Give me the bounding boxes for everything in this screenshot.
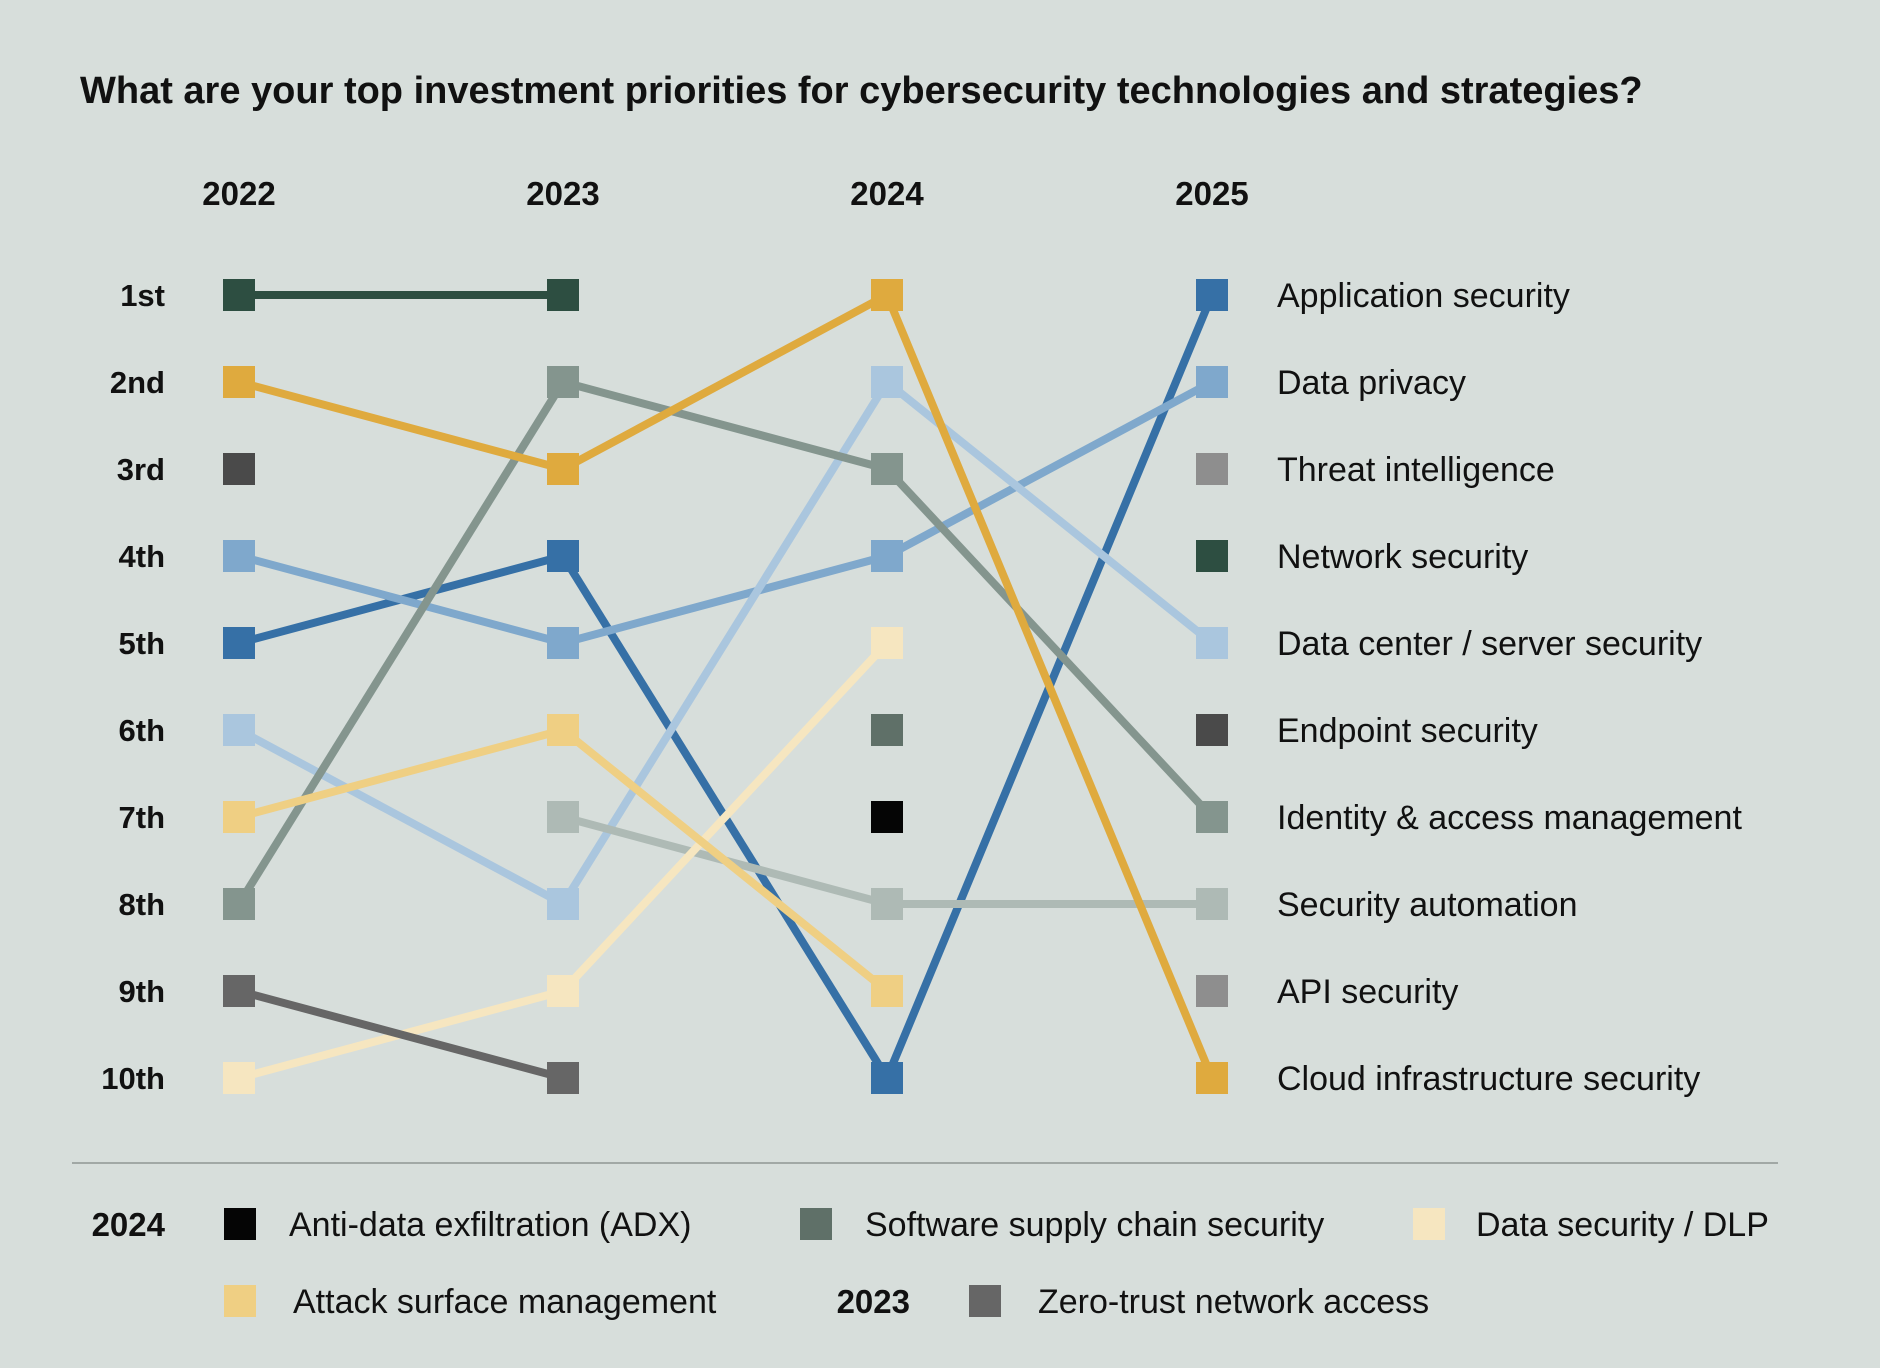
marker-security-automation-2024 bbox=[871, 888, 903, 920]
end-label-security-automation: Security automation bbox=[1277, 886, 1578, 924]
rank-label-7th: 7th bbox=[119, 800, 166, 835]
marker-software-supply-chain-security-2024 bbox=[871, 714, 903, 746]
line-identity-access-management-2024-2025 bbox=[884, 466, 1215, 820]
marker-cloud-infrastructure-security-2025 bbox=[1196, 1062, 1228, 1094]
marker-endpoint-security-2025 bbox=[1196, 714, 1228, 746]
marker-threat-intelligence-2025 bbox=[1196, 453, 1228, 485]
legend-label-software-supply-chain-security: Software supply chain security bbox=[865, 1206, 1324, 1244]
line-cloud-infrastructure-security-2023-2024 bbox=[561, 291, 889, 473]
marker-data-center-server-security-2023 bbox=[547, 888, 579, 920]
marker-attack-surface-management-2022 bbox=[223, 801, 255, 833]
marker-attack-surface-management-2023 bbox=[547, 714, 579, 746]
marker-identity-access-management-2023 bbox=[547, 366, 579, 398]
marker-data-privacy-2025 bbox=[1196, 366, 1228, 398]
legend-swatch-zero-trust-network-access bbox=[969, 1285, 1001, 1317]
rank-label-3rd: 3rd bbox=[117, 452, 165, 487]
legend-swatch-anti-data-exfiltration-adx bbox=[224, 1208, 256, 1240]
marker-cloud-infrastructure-security-2024 bbox=[871, 279, 903, 311]
marker-data-security-dlp-2024 bbox=[871, 627, 903, 659]
marker-data-privacy-2024 bbox=[871, 540, 903, 572]
legend-label-data-security-dlp: Data security / DLP bbox=[1476, 1206, 1769, 1244]
rank-label-4th: 4th bbox=[119, 539, 166, 574]
line-data-privacy-2023-2024 bbox=[561, 552, 889, 647]
end-label-cloud-infrastructure-security: Cloud infrastructure security bbox=[1277, 1060, 1700, 1098]
marker-data-privacy-2022 bbox=[223, 540, 255, 572]
legend: 2024 Anti-data exfiltration (ADX) Software… bbox=[92, 1206, 1769, 1321]
line-attack-surface-management-2023-2024 bbox=[560, 726, 890, 995]
marker-endpoint-security-2022 bbox=[223, 453, 255, 485]
end-label-data-center-server-security: Data center / server security bbox=[1277, 625, 1702, 663]
series-markers bbox=[223, 279, 1228, 1094]
line-data-center-server-security-2022-2023 bbox=[237, 726, 565, 908]
year-labels: 2022 2023 2024 2025 bbox=[202, 175, 1248, 212]
rank-label-8th: 8th bbox=[119, 887, 166, 922]
rank-label-10th: 10th bbox=[101, 1061, 165, 1096]
marker-anti-data-exfiltration-adx-2024 bbox=[871, 801, 903, 833]
marker-application-security-2025 bbox=[1196, 279, 1228, 311]
end-label-network-security: Network security bbox=[1277, 538, 1528, 576]
line-cloud-infrastructure-security-2022-2023 bbox=[237, 378, 565, 473]
rank-label-2nd: 2nd bbox=[110, 365, 165, 400]
rank-label-9th: 9th bbox=[119, 974, 166, 1009]
year-label-2023: 2023 bbox=[526, 175, 599, 212]
end-label-endpoint-security: Endpoint security bbox=[1277, 712, 1538, 750]
line-data-privacy-2022-2023 bbox=[237, 552, 565, 647]
marker-identity-access-management-2025 bbox=[1196, 801, 1228, 833]
legend-year-2023: 2023 bbox=[837, 1283, 910, 1320]
marker-zero-trust-network-access-2023 bbox=[547, 1062, 579, 1094]
end-label-identity-access-management: Identity & access management bbox=[1277, 799, 1742, 837]
marker-security-automation-2025 bbox=[1196, 888, 1228, 920]
marker-api-security-2025 bbox=[1196, 975, 1228, 1007]
legend-label-zero-trust-network-access: Zero-trust network access bbox=[1038, 1283, 1429, 1321]
rank-label-1st: 1st bbox=[120, 278, 165, 313]
end-label-data-privacy: Data privacy bbox=[1277, 364, 1466, 402]
rank-label-5th: 5th bbox=[119, 626, 166, 661]
marker-zero-trust-network-access-2022 bbox=[223, 975, 255, 1007]
year-label-2025: 2025 bbox=[1175, 175, 1248, 212]
marker-data-privacy-2023 bbox=[547, 627, 579, 659]
rank-labels: 1st 2nd 3rd 4th 5th 6th 7th 8th 9th 10th bbox=[101, 278, 165, 1096]
legend-label-anti-data-exfiltration-adx: Anti-data exfiltration (ADX) bbox=[289, 1206, 692, 1244]
line-attack-surface-management-2022-2023 bbox=[237, 726, 565, 821]
marker-network-security-2023 bbox=[547, 279, 579, 311]
line-data-center-server-security-2023-2024 bbox=[559, 379, 891, 907]
line-zero-trust-network-access-2022-2023 bbox=[237, 987, 565, 1082]
marker-identity-access-management-2022 bbox=[223, 888, 255, 920]
legend-swatch-software-supply-chain-security bbox=[800, 1208, 832, 1240]
end-label-api-security: API security bbox=[1277, 973, 1458, 1011]
year-label-2024: 2024 bbox=[850, 175, 924, 212]
rank-label-6th: 6th bbox=[119, 713, 166, 748]
marker-cloud-infrastructure-security-2023 bbox=[547, 453, 579, 485]
legend-swatch-attack-surface-management bbox=[224, 1285, 256, 1317]
end-label-application-security: Application security bbox=[1277, 277, 1570, 315]
line-data-security-dlp-2023-2024 bbox=[560, 640, 890, 994]
marker-network-security-2022 bbox=[223, 279, 255, 311]
marker-data-center-server-security-2024 bbox=[871, 366, 903, 398]
marker-cloud-infrastructure-security-2022 bbox=[223, 366, 255, 398]
line-identity-access-management-2022-2023 bbox=[235, 379, 567, 907]
end-label-threat-intelligence: Threat intelligence bbox=[1277, 451, 1555, 489]
marker-attack-surface-management-2024 bbox=[871, 975, 903, 1007]
end-labels: Application security Data privacy Threat i… bbox=[1277, 277, 1742, 1098]
marker-application-security-2023 bbox=[547, 540, 579, 572]
marker-identity-access-management-2024 bbox=[871, 453, 903, 485]
marker-data-security-dlp-2023 bbox=[547, 975, 579, 1007]
marker-network-security-2025 bbox=[1196, 540, 1228, 572]
legend-label-attack-surface-management: Attack surface management bbox=[293, 1283, 717, 1321]
legend-year-2024: 2024 bbox=[92, 1206, 166, 1243]
line-identity-access-management-2023-2024 bbox=[561, 378, 889, 473]
marker-data-center-server-security-2022 bbox=[223, 714, 255, 746]
marker-application-security-2024 bbox=[871, 1062, 903, 1094]
series-lines bbox=[235, 291, 1216, 1082]
legend-swatch-data-security-dlp bbox=[1413, 1208, 1445, 1240]
marker-data-security-dlp-2022 bbox=[223, 1062, 255, 1094]
marker-application-security-2022 bbox=[223, 627, 255, 659]
year-label-2022: 2022 bbox=[202, 175, 275, 212]
chart-title: What are your top investment priorities … bbox=[80, 70, 1643, 112]
marker-data-center-server-security-2025 bbox=[1196, 627, 1228, 659]
line-cloud-infrastructure-security-2024-2025 bbox=[883, 293, 1216, 1080]
marker-security-automation-2023 bbox=[547, 801, 579, 833]
